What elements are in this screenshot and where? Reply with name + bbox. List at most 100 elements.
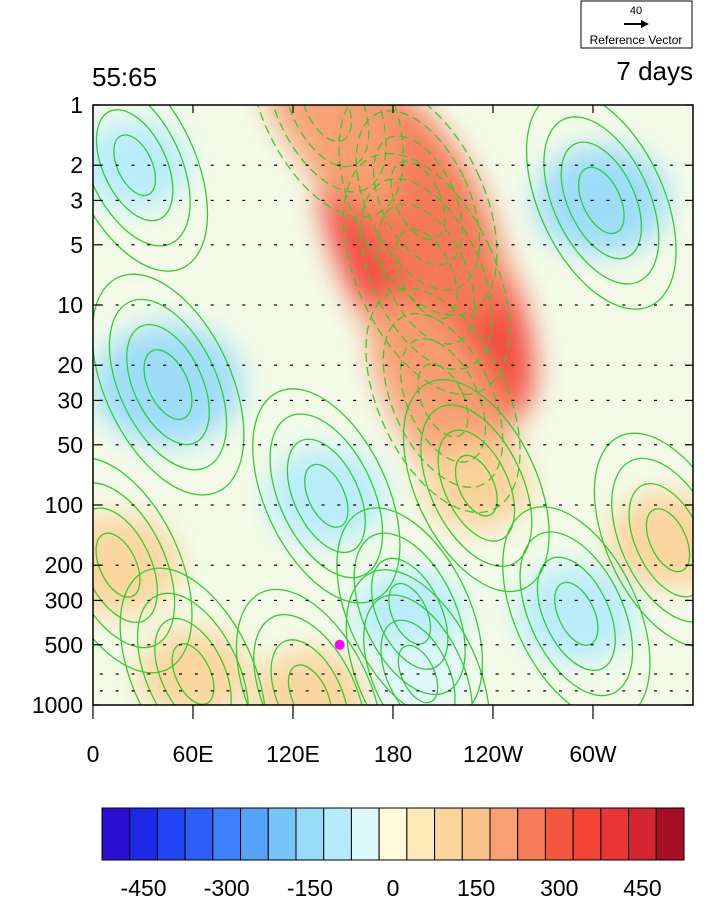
contour-line (377, 203, 476, 345)
contour-line (519, 531, 634, 697)
contour-line (560, 141, 643, 260)
y-tick-label: 10 (57, 292, 83, 318)
contour-line (235, 588, 384, 705)
x-tick-label: 0 (87, 741, 100, 767)
y-tick-label: 200 (45, 552, 83, 578)
contour-line (248, 105, 405, 218)
colorbar-swatch (406, 807, 436, 861)
colorbar-swatch (517, 807, 546, 861)
colorbar: -450 -300 -150 0 150 300 450 (101, 807, 685, 898)
contour-line (402, 379, 550, 593)
contour-line (577, 166, 625, 235)
field-cell (266, 447, 386, 545)
contour-line (95, 109, 174, 222)
contour-line (304, 463, 349, 528)
contour-line (113, 134, 157, 197)
colorbar-swatch (544, 807, 574, 861)
title-right: 7 days (616, 56, 693, 86)
contour-line (93, 507, 158, 624)
field-cell (421, 440, 532, 531)
colorbar-swatch (350, 807, 380, 861)
contour-line (253, 613, 367, 705)
y-tick-label: 300 (45, 587, 83, 613)
y-tick-label: 20 (57, 352, 83, 378)
y-tick-label: 2 (70, 152, 83, 178)
colorbar-swatch (572, 807, 602, 861)
y-tick-label: 30 (57, 387, 83, 413)
colorbar-swatch (184, 807, 214, 861)
contour-line (382, 312, 504, 488)
y-tick-label: 5 (70, 232, 83, 258)
contour-line (380, 619, 456, 705)
field-cell (516, 565, 636, 663)
colorbar-swatch (129, 807, 158, 861)
contour-line (136, 592, 250, 705)
x-tick-label: 120W (463, 741, 523, 767)
field-cell (252, 105, 401, 211)
contour-line (399, 338, 487, 463)
colorbar-swatch (489, 807, 519, 861)
colorbar-swatch (323, 807, 352, 861)
contour-line (525, 105, 677, 310)
field-blobs (93, 105, 693, 705)
colorbar-tick-label: 300 (540, 875, 578, 898)
field-cell (534, 145, 669, 256)
colorbar-swatch (212, 807, 242, 861)
contour-line (628, 482, 693, 598)
colorbar-swatch (655, 807, 685, 861)
contour-line (397, 644, 439, 704)
field-cell (252, 649, 367, 705)
contour-line (287, 664, 332, 705)
colorbar-swatch (240, 807, 269, 861)
contour-line (336, 507, 484, 705)
contour-line (363, 594, 473, 705)
contour-line (143, 349, 193, 420)
contour-line (283, 105, 370, 168)
contour-line (300, 105, 353, 143)
colorbar-tick-label: 450 (623, 875, 661, 898)
reference-vector-arrowhead (641, 20, 649, 28)
contour-line (611, 457, 693, 623)
wind-vectors (99, 164, 689, 692)
x-tick-label: 60W (569, 741, 617, 767)
reference-vector-legend: 40 Reference Vector (580, 0, 693, 49)
y-axis: 1 2 3 5 10 20 30 50 100 200 300 500 1000 (32, 92, 693, 718)
contour-line (554, 581, 599, 646)
contour-line (536, 556, 616, 672)
contour-line (355, 110, 481, 291)
contour-line (95, 532, 141, 598)
y-tick-label: 3 (70, 187, 83, 213)
contour-line (252, 388, 401, 604)
colorbar-swatch (101, 807, 131, 861)
contour-line (269, 413, 384, 579)
contour-line (338, 105, 498, 316)
contour-line (360, 178, 493, 370)
location-marker (334, 639, 345, 650)
contour-line (394, 228, 458, 320)
contour-line (353, 532, 466, 696)
colorbar-swatch (267, 807, 297, 861)
x-axis: 0 60E 120E 180 120W 60W (87, 105, 617, 767)
plot-area (92, 104, 694, 706)
contour-line (93, 105, 191, 247)
contour-line (265, 105, 387, 193)
contour-line (286, 438, 366, 554)
title-left: 55:65 (92, 62, 157, 92)
y-tick-label: 500 (45, 632, 83, 658)
colorbar-swatch (600, 807, 630, 861)
contour-line (645, 508, 691, 573)
contour-line (593, 432, 693, 648)
contour-line (390, 160, 446, 241)
colorbar-swatch (378, 807, 408, 861)
colorbar-tick-label: -450 (121, 875, 167, 898)
y-tick-label: 1000 (32, 692, 83, 718)
reference-vector-magnitude: 40 (630, 5, 642, 17)
contour-line (373, 135, 463, 266)
field-cell (138, 629, 248, 705)
colorbar-tick-label: 150 (457, 875, 495, 898)
colorbar-swatch (156, 807, 186, 861)
contour-line (270, 639, 349, 705)
contour-line (342, 152, 510, 396)
contour-line (454, 454, 498, 517)
